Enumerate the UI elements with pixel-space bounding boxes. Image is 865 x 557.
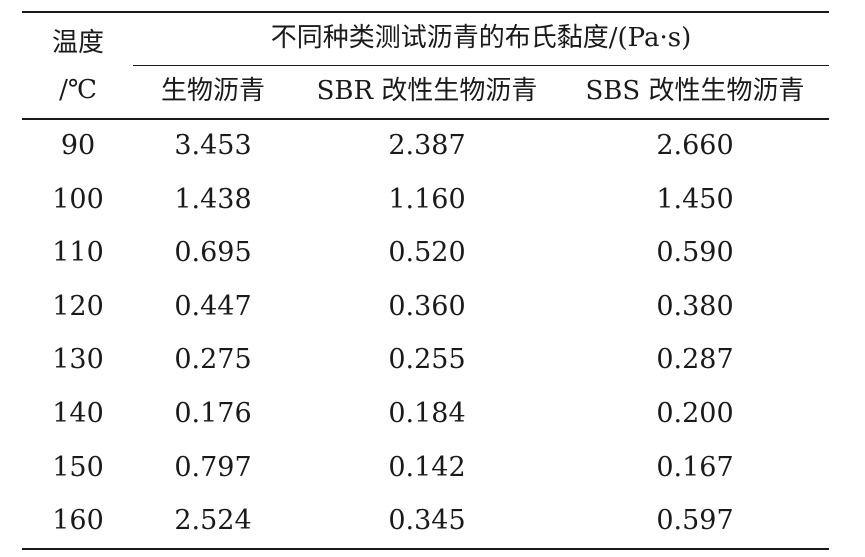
bio-asphalt-viscosity-cell: 0.447 xyxy=(174,291,252,322)
temperature-cell: 100 xyxy=(52,184,104,215)
column-header-sbs-modified: SBS 改性生物沥青 xyxy=(585,76,805,106)
bio-asphalt-viscosity-cell: 0.695 xyxy=(174,237,252,268)
bio-asphalt-viscosity-cell: 3.453 xyxy=(174,130,252,161)
header-bottom-rule xyxy=(22,118,829,120)
sbr-modified-viscosity-cell: 0.360 xyxy=(388,291,466,322)
sbr-modified-viscosity-cell: 0.184 xyxy=(388,398,466,429)
sbs-modified-viscosity-cell: 0.380 xyxy=(656,291,734,322)
sbr-modified-viscosity-cell: 0.142 xyxy=(388,452,466,483)
sbr-modified-viscosity-cell: 2.387 xyxy=(388,130,466,161)
group-header-title: 不同种类测试沥青的布氏黏度/(Pa·s) xyxy=(270,23,692,53)
sbs-modified-viscosity-cell: 1.450 xyxy=(656,184,734,215)
temperature-cell: 90 xyxy=(60,130,96,161)
sbr-modified-viscosity-cell: 0.255 xyxy=(388,344,466,375)
table-bottom-rule xyxy=(22,548,829,550)
bio-asphalt-viscosity-cell: 0.176 xyxy=(174,398,252,429)
sbs-modified-viscosity-cell: 0.597 xyxy=(656,505,734,536)
temperature-cell: 160 xyxy=(52,505,104,536)
sbs-modified-viscosity-cell: 0.287 xyxy=(656,344,734,375)
sbr-modified-viscosity-cell: 1.160 xyxy=(388,184,466,215)
bio-asphalt-viscosity-cell: 0.797 xyxy=(174,452,252,483)
group-header-rule xyxy=(133,65,829,66)
temperature-cell: 140 xyxy=(52,398,104,429)
bio-asphalt-viscosity-cell: 1.438 xyxy=(174,184,252,215)
sbs-modified-viscosity-cell: 2.660 xyxy=(656,130,734,161)
temperature-cell: 150 xyxy=(52,452,104,483)
bio-asphalt-viscosity-cell: 2.524 xyxy=(174,505,252,536)
bio-asphalt-viscosity-cell: 0.275 xyxy=(174,344,252,375)
column-header-bio-asphalt: 生物沥青 xyxy=(160,76,265,106)
sbs-modified-viscosity-cell: 0.590 xyxy=(656,237,734,268)
sbs-modified-viscosity-cell: 0.167 xyxy=(656,452,734,483)
temperature-header-line2: /℃ xyxy=(59,75,97,105)
temperature-cell: 130 xyxy=(52,344,104,375)
table-top-rule xyxy=(22,11,829,13)
temperature-cell: 120 xyxy=(52,291,104,322)
temperature-cell: 110 xyxy=(52,237,104,268)
sbr-modified-viscosity-cell: 0.520 xyxy=(388,237,466,268)
temperature-header-line1: 温度 xyxy=(51,28,104,58)
sbr-modified-viscosity-cell: 0.345 xyxy=(388,505,466,536)
sbs-modified-viscosity-cell: 0.200 xyxy=(656,398,734,429)
column-header-sbr-modified: SBR 改性生物沥青 xyxy=(316,76,538,106)
